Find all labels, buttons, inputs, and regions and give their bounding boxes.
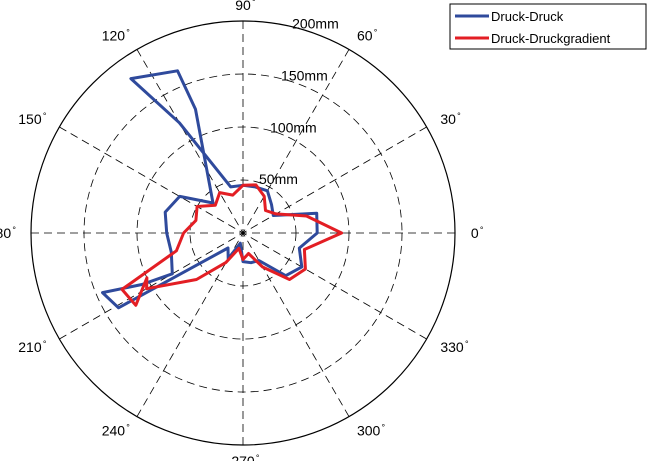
degree-mark-210: ° bbox=[43, 339, 47, 349]
angular-tick-label-210: 210 bbox=[18, 339, 42, 355]
degree-mark-0: ° bbox=[480, 225, 484, 235]
label-layer: 50mm100mm150mm200mm0°30°60°90°120°150°18… bbox=[0, 0, 484, 461]
radial-tick-label-100: 100mm bbox=[270, 119, 317, 135]
legend-box bbox=[449, 3, 647, 50]
degree-mark-330: ° bbox=[465, 339, 469, 349]
legend-label-druck-druck: Druck-Druck bbox=[491, 9, 564, 24]
series-layer bbox=[101, 69, 344, 310]
degree-mark-60: ° bbox=[374, 28, 378, 38]
radial-tick-label-50: 50mm bbox=[259, 171, 298, 187]
degree-mark-30: ° bbox=[457, 111, 461, 121]
degree-mark-120: ° bbox=[126, 28, 130, 38]
radial-tick-label-200: 200mm bbox=[292, 16, 339, 32]
radial-tick-label-150: 150mm bbox=[281, 67, 328, 83]
angular-tick-label-330: 330 bbox=[440, 339, 464, 355]
degree-mark-300: ° bbox=[382, 422, 386, 432]
angular-tick-label-30: 30 bbox=[440, 111, 456, 127]
degree-mark-150: ° bbox=[43, 111, 47, 121]
degree-mark-90: ° bbox=[252, 0, 256, 7]
series-line-druck-druck bbox=[101, 69, 319, 310]
degree-mark-240: ° bbox=[126, 422, 130, 432]
angular-tick-label-60: 60 bbox=[357, 28, 373, 44]
angular-spoke-150 bbox=[59, 126, 427, 340]
angular-tick-label-300: 300 bbox=[357, 422, 381, 438]
angular-tick-label-180: 180 bbox=[0, 225, 11, 241]
angular-tick-label-150: 150 bbox=[18, 111, 42, 127]
angular-tick-label-90: 90 bbox=[235, 0, 251, 13]
angular-tick-label-240: 240 bbox=[102, 422, 126, 438]
angular-tick-label-270: 270 bbox=[231, 453, 255, 461]
degree-mark-270: ° bbox=[256, 453, 260, 461]
angular-tick-label-120: 120 bbox=[102, 28, 126, 44]
polar-grid bbox=[30, 20, 456, 446]
angular-tick-label-0: 0 bbox=[471, 225, 479, 241]
degree-mark-180: ° bbox=[12, 225, 16, 235]
legend: Druck-Druck Druck-Druckgradient bbox=[449, 3, 647, 50]
legend-label-druck-druckgradient: Druck-Druckgradient bbox=[491, 31, 611, 46]
series-line-druck-druckgradient bbox=[120, 183, 344, 307]
